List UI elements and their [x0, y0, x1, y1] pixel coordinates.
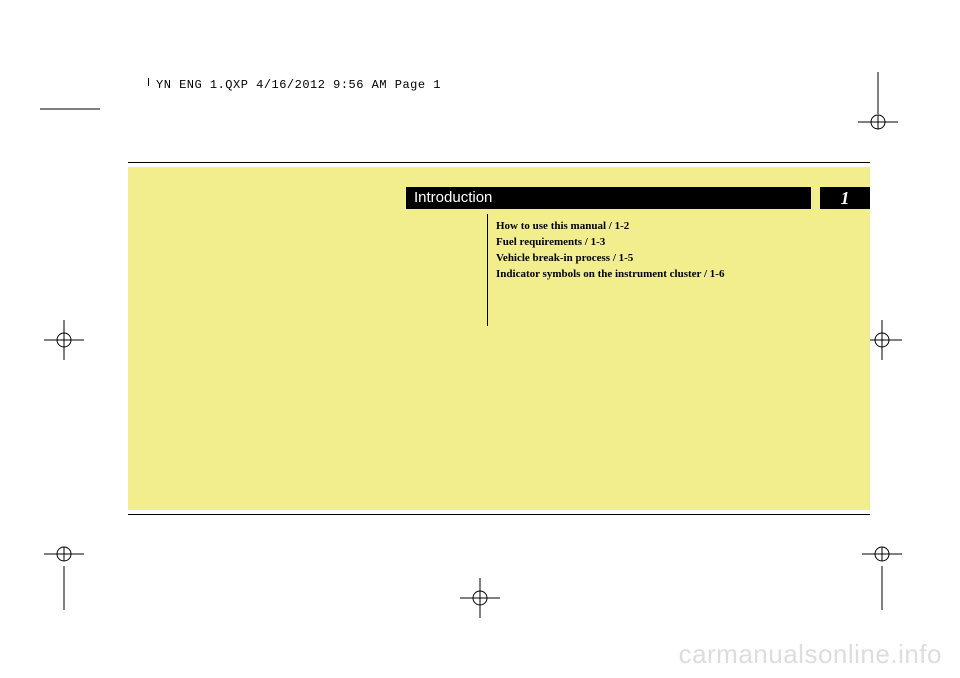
- cropmark-tr: [858, 72, 898, 142]
- chapter-title: Introduction: [406, 189, 492, 206]
- chapter-number-tab: 1: [820, 187, 870, 209]
- toc-item: Vehicle break-in process / 1-5: [496, 250, 836, 266]
- toc-item: Indicator symbols on the instrument clus…: [496, 266, 836, 282]
- print-header: YN ENG 1.QXP 4/16/2012 9:56 AM Page 1: [156, 78, 441, 92]
- watermark: carmanualsonline.info: [679, 639, 942, 670]
- toc-item: How to use this manual / 1-2: [496, 218, 836, 234]
- cropmark-bottom-center: [460, 578, 500, 618]
- cropmark-bl: [44, 540, 104, 610]
- cropmark-left-center: [44, 320, 84, 360]
- cropmark-br: [862, 540, 902, 610]
- page-top-rule: [128, 162, 870, 163]
- cropmark-tl: [40, 97, 120, 121]
- toc-item: Fuel requirements / 1-3: [496, 234, 836, 250]
- page-bottom-rule: [128, 514, 870, 515]
- cropmark-tl-tick: [148, 78, 149, 86]
- chapter-toc: How to use this manual / 1-2 Fuel requir…: [487, 214, 836, 326]
- chapter-title-bar: Introduction: [406, 187, 811, 209]
